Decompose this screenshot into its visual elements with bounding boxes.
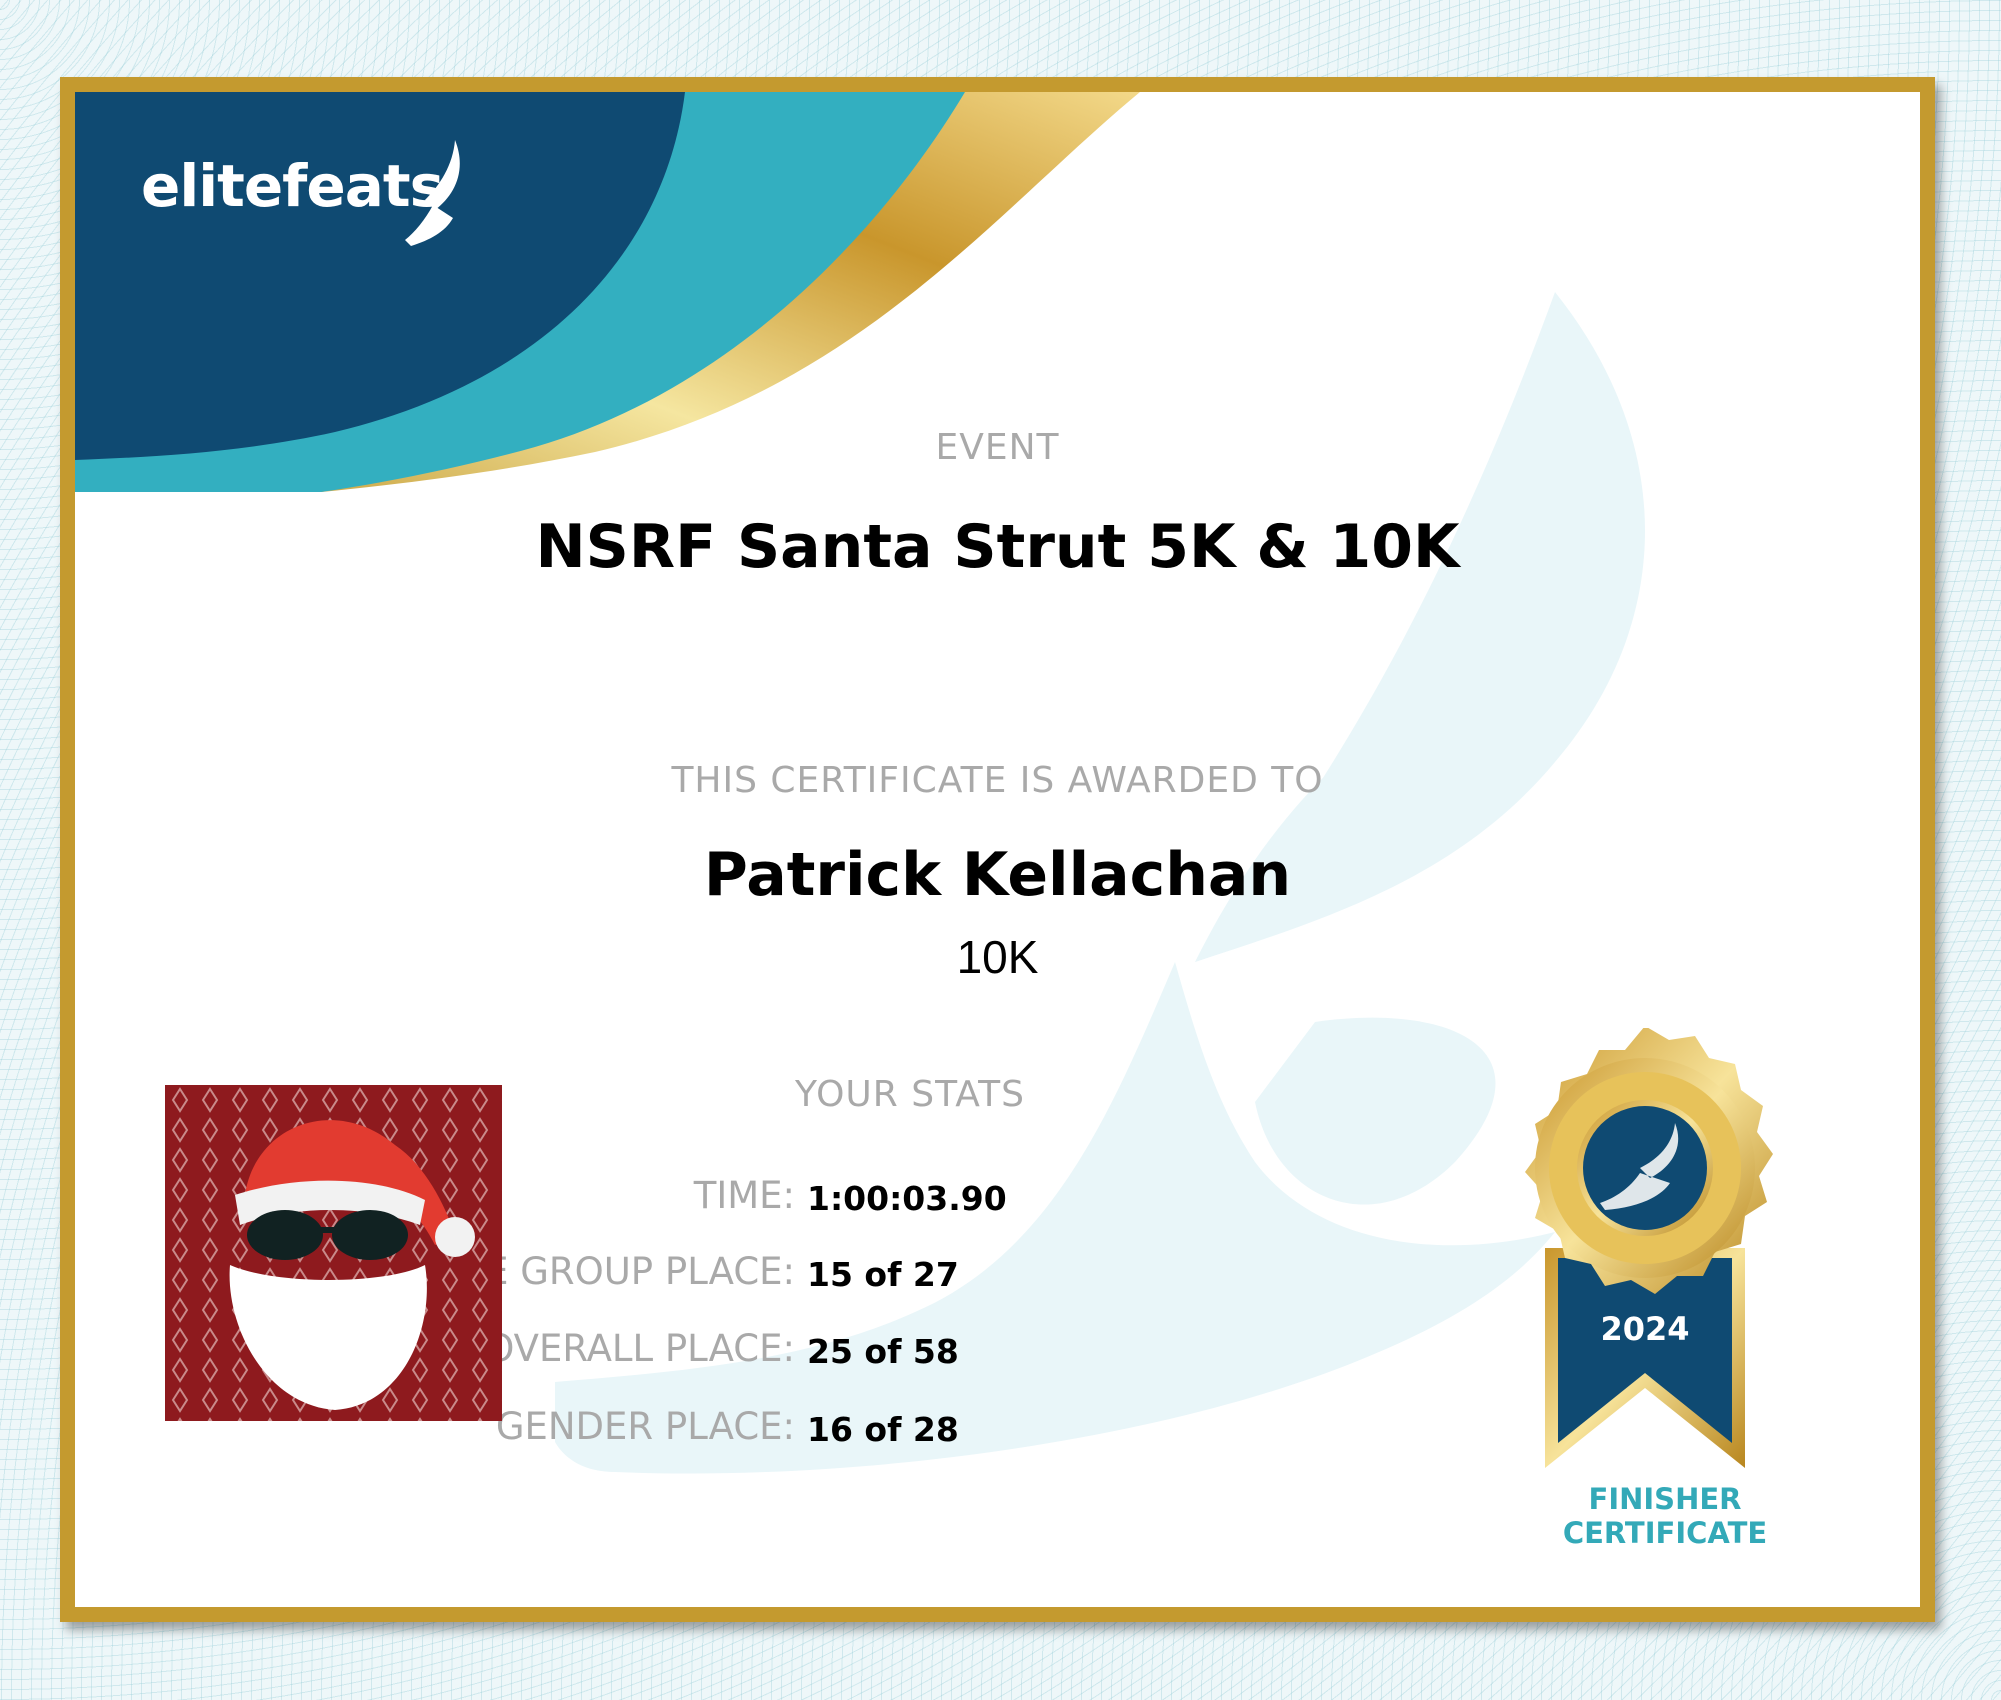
stat-value: 15 of 27: [807, 1255, 959, 1294]
medal-caption-line2: CERTIFICATE: [1562, 1516, 1768, 1550]
event-label: EVENT: [935, 427, 1060, 468]
stat-row-gender: GENDER PLACE: 16 of 28: [475, 1405, 1375, 1455]
stats-label: YOUR STATS: [795, 1074, 1025, 1115]
race-distance: 10K: [956, 931, 1039, 983]
winged-foot-logo-icon: [405, 140, 460, 246]
stat-label: GENDER PLACE:: [495, 1405, 795, 1448]
elitefeats-logo: elitefeats: [141, 152, 444, 220]
winged-foot-watermark-icon: [555, 292, 1645, 1474]
certificate: elitefeats EVENT NSRF Santa Strut 5K & 1…: [75, 92, 1920, 1607]
stat-row-time: TIME: 1:00:03.90: [475, 1174, 1375, 1224]
event-title: NSRF Santa Strut 5K & 10K: [535, 512, 1460, 582]
stat-value: 25 of 58: [807, 1332, 959, 1371]
stat-value: 16 of 28: [807, 1410, 959, 1449]
certificate-frame: elitefeats EVENT NSRF Santa Strut 5K & 1…: [60, 77, 1935, 1622]
stat-row-overall: OVERALL PLACE: 25 of 58: [475, 1327, 1375, 1377]
header-banner: [75, 92, 1140, 492]
finisher-medal-icon: 2024: [1525, 1028, 1773, 1468]
medal-caption: FINISHER CERTIFICATE: [1535, 1482, 1795, 1550]
stat-label: OVERALL PLACE:: [485, 1327, 795, 1370]
stat-label: TIME:: [693, 1174, 795, 1217]
recipient-name: Patrick Kellachan: [703, 840, 1292, 910]
santa-event-image: [165, 1085, 502, 1421]
medal-caption-line1: FINISHER: [1588, 1482, 1742, 1516]
stat-row-age-group: AGE GROUP PLACE: 15 of 27: [432, 1250, 1375, 1300]
medal-year: 2024: [1600, 1310, 1689, 1348]
award-label: THIS CERTIFICATE IS AWARDED TO: [671, 760, 1324, 801]
stat-value: 1:00:03.90: [807, 1179, 1007, 1218]
